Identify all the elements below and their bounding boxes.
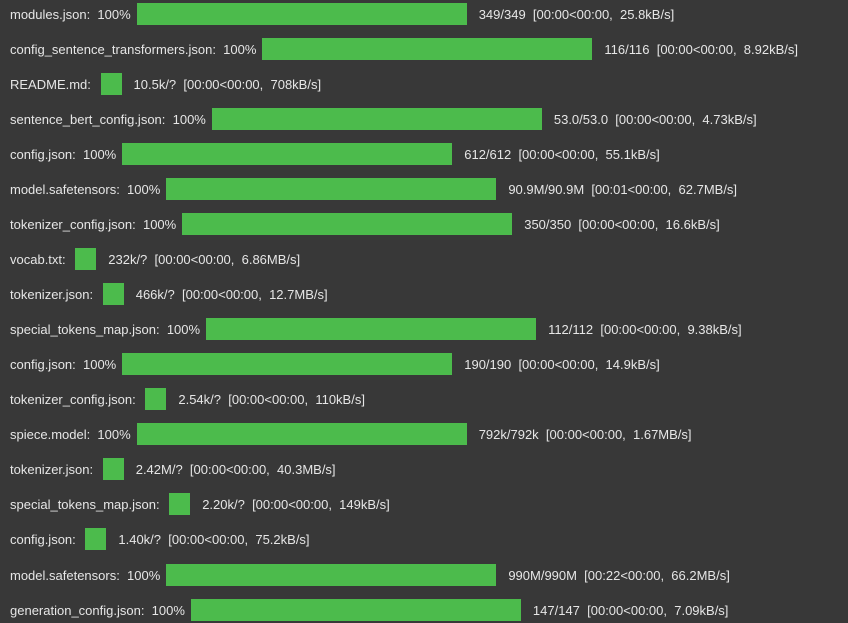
progress-row-label: modules.json: 100% [10, 6, 131, 22]
progress-bar [75, 248, 97, 270]
progress-row-stats: 2.42M/? [00:00<00:00, 40.3MB/s] [135, 461, 336, 477]
progress-bar [136, 3, 467, 25]
progress-row: config_sentence_transformers.json: 100% 1… [0, 37, 798, 61]
progress-row-stats: 350/350 [00:00<00:00, 16.6kB/s] [524, 216, 720, 232]
progress-row-label: config.json: [10, 531, 80, 547]
progress-row-label: config.json: 100% [10, 146, 117, 162]
progress-row-label: spiece.model: 100% [10, 426, 131, 442]
progress-row: config.json: 100% 190/190 [00:00<00:00, 1… [0, 352, 660, 376]
progress-row-stats: 2.20k/? [00:00<00:00, 149kB/s] [202, 496, 390, 512]
progress-row-stats: 792k/792k [00:00<00:00, 1.67MB/s] [478, 426, 692, 442]
progress-row-label: README.md: [10, 76, 95, 92]
progress-bar [145, 388, 167, 410]
progress-row: sentence_bert_config.json: 100% 53.0/53.0… [0, 107, 757, 131]
progress-row-label: config.json: 100% [10, 356, 117, 372]
progress-row: model.safetensors: 100% 990M/990M [00:22<… [0, 563, 730, 587]
progress-row-label: special_tokens_map.json: [10, 496, 164, 512]
progress-row-label: sentence_bert_config.json: 100% [10, 111, 206, 127]
progress-row-stats: 112/112 [00:00<00:00, 9.38kB/s] [548, 321, 742, 337]
progress-row-label: model.safetensors: 100% [10, 181, 161, 197]
progress-row: spiece.model: 100% 792k/792k [00:00<00:00… [0, 422, 692, 446]
progress-row-stats: 612/612 [00:00<00:00, 55.1kB/s] [464, 146, 660, 162]
progress-row-stats: 2.54k/? [00:00<00:00, 110kB/s] [178, 391, 365, 407]
progress-row-stats: 10.5k/? [00:00<00:00, 708kB/s] [133, 76, 322, 92]
progress-bar [169, 493, 191, 515]
progress-row-stats: 147/147 [00:00<00:00, 7.09kB/s] [532, 602, 729, 618]
progress-row-label: tokenizer_config.json: [10, 391, 140, 407]
progress-row: generation_config.json: 100% 147/147 [00:… [0, 598, 728, 622]
progress-bar [211, 108, 542, 130]
progress-row: tokenizer.json: 2.42M/? [00:00<00:00, 40… [0, 457, 336, 481]
progress-row-label: tokenizer.json: [10, 461, 97, 477]
progress-row-label: tokenizer.json: [10, 286, 97, 302]
progress-row: tokenizer.json: 466k/? [00:00<00:00, 12.… [0, 282, 328, 306]
progress-row: config.json: 100% 612/612 [00:00<00:00, 5… [0, 142, 660, 166]
progress-row: model.safetensors: 100% 90.9M/90.9M [00:0… [0, 177, 737, 201]
progress-bar [122, 143, 453, 165]
progress-bar [136, 423, 467, 445]
progress-row: tokenizer_config.json: 100% 350/350 [00:0… [0, 212, 720, 236]
progress-row: special_tokens_map.json: 100% 112/112 [00… [0, 317, 742, 341]
progress-bar [100, 73, 122, 95]
progress-row-stats: 466k/? [00:00<00:00, 12.7MB/s] [135, 286, 328, 302]
progress-bar [206, 318, 537, 340]
progress-bar [102, 283, 124, 305]
progress-row-stats: 53.0/53.0 [00:00<00:00, 4.73kB/s] [553, 111, 757, 127]
progress-bar [85, 528, 107, 550]
progress-row-stats: 190/190 [00:00<00:00, 14.9kB/s] [464, 356, 660, 372]
progress-row: special_tokens_map.json: 2.20k/? [00:00<… [0, 492, 390, 516]
progress-row-label: model.safetensors: 100% [10, 567, 161, 583]
progress-bar [166, 564, 497, 586]
progress-row-label: generation_config.json: 100% [10, 602, 185, 618]
progress-row-label: special_tokens_map.json: 100% [10, 321, 201, 337]
progress-row-label: tokenizer_config.json: 100% [10, 216, 177, 232]
progress-row-stats: 990M/990M [00:22<00:00, 66.2MB/s] [508, 567, 730, 583]
progress-row-stats: 1.40k/? [00:00<00:00, 75.2kB/s] [118, 531, 310, 547]
progress-row: config.json: 1.40k/? [00:00<00:00, 75.2k… [0, 527, 310, 551]
progress-row-stats: 349/349 [00:00<00:00, 25.8kB/s] [478, 6, 675, 22]
progress-row-stats: 232k/? [00:00<00:00, 6.86MB/s] [108, 251, 301, 267]
progress-row-stats: 116/116 [00:00<00:00, 8.92kB/s] [604, 41, 799, 57]
progress-bar [102, 458, 124, 480]
progress-bar [262, 38, 593, 60]
progress-bar [182, 213, 513, 235]
progress-row-stats: 90.9M/90.9M [00:01<00:00, 62.7MB/s] [508, 181, 738, 197]
progress-bar [166, 178, 497, 200]
progress-row-label: vocab.txt: [10, 251, 70, 267]
progress-row: README.md: 10.5k/? [00:00<00:00, 708kB/s… [0, 72, 321, 96]
progress-row: tokenizer_config.json: 2.54k/? [00:00<00… [0, 387, 365, 411]
progress-row: modules.json: 100% 349/349 [00:00<00:00, … [0, 2, 674, 26]
progress-bar [122, 353, 453, 375]
progress-row-label: config_sentence_transformers.json: 100% [10, 41, 257, 57]
progress-bar [190, 599, 521, 621]
progress-row: vocab.txt: 232k/? [00:00<00:00, 6.86MB/s… [0, 247, 300, 271]
